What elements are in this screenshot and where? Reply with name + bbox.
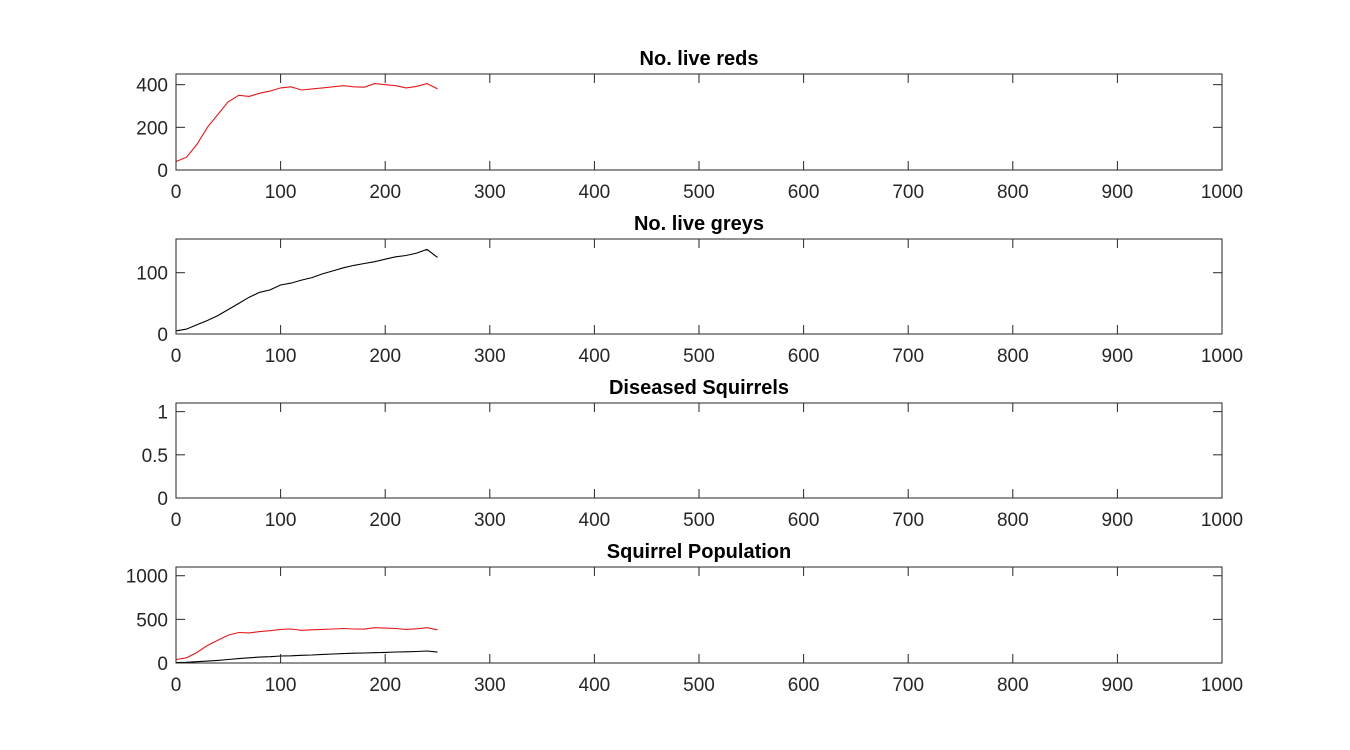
y-tick-label: 1000 — [126, 567, 168, 588]
series-line-2 — [175, 650, 438, 664]
y-tick-label: 100 — [136, 264, 168, 285]
axes-box — [175, 238, 1223, 335]
x-tick-label: 600 — [788, 510, 820, 531]
chart-title: Diseased Squirrels — [609, 377, 789, 399]
subplot-live-reds: No. live reds 0 100 200 300 400 500 600 700 800 90… — [136, 48, 1243, 203]
x-tick-label: 300 — [474, 182, 506, 203]
x-tick-label: 500 — [683, 675, 715, 696]
subplot-diseased-squirrels: Diseased Squirrels 0 100 200 300 400 500 600 700… — [142, 377, 1244, 531]
series-line-1 — [175, 627, 438, 661]
x-tick-label: 100 — [265, 675, 297, 696]
subplot-live-greys: No. live greys 0 100 200 300 400 500 600 700 800 9… — [136, 213, 1243, 367]
y-tick-label: 0 — [157, 654, 168, 675]
x-tick-label: 600 — [788, 346, 820, 367]
x-tick-label: 900 — [1102, 346, 1134, 367]
x-tick-label: 400 — [579, 182, 611, 203]
x-tick-label: 700 — [892, 182, 924, 203]
x-tick-label: 600 — [788, 675, 820, 696]
subplot-squirrel-population: Squirrel Population 0 100 200 300 400 500 600 70… — [126, 541, 1243, 696]
series-line-1 — [175, 248, 438, 332]
x-tick-label: 700 — [892, 675, 924, 696]
axes-box — [175, 73, 1223, 171]
x-tick-label: 100 — [265, 510, 297, 531]
x-tick-label: 1000 — [1201, 182, 1243, 203]
y-tick-label: 500 — [136, 610, 168, 631]
x-tick-label: 900 — [1102, 510, 1134, 531]
x-tick-label: 200 — [369, 510, 401, 531]
x-tick-label: 800 — [997, 510, 1029, 531]
x-tick-label: 300 — [474, 510, 506, 531]
chart-title: No. live reds — [640, 48, 759, 70]
x-tick-label: 200 — [369, 346, 401, 367]
x-tick-label: 900 — [1102, 675, 1134, 696]
x-tick-label: 100 — [265, 182, 297, 203]
y-tick-label: 400 — [136, 76, 168, 97]
series-line-1 — [175, 83, 438, 163]
y-tick-label: 200 — [136, 118, 168, 139]
x-tick-label: 300 — [474, 675, 506, 696]
x-tick-label: 0 — [171, 182, 182, 203]
y-tick-label: 0 — [157, 489, 168, 510]
x-tick-label: 500 — [683, 510, 715, 531]
x-tick-label: 600 — [788, 182, 820, 203]
axes-box — [175, 402, 1223, 499]
x-tick-label: 700 — [892, 346, 924, 367]
y-tick-label: 0 — [157, 161, 168, 182]
x-tick-label: 500 — [683, 182, 715, 203]
x-tick-label: 800 — [997, 182, 1029, 203]
x-tick-label: 700 — [892, 510, 924, 531]
axes-box — [175, 566, 1223, 664]
y-tick-label: 1 — [157, 403, 168, 424]
x-tick-label: 200 — [369, 182, 401, 203]
chart-title: Squirrel Population — [607, 541, 791, 563]
x-tick-label: 1000 — [1201, 346, 1243, 367]
x-tick-label: 0 — [171, 346, 182, 367]
x-tick-label: 0 — [171, 510, 182, 531]
x-tick-label: 900 — [1102, 182, 1134, 203]
x-tick-label: 400 — [579, 510, 611, 531]
x-tick-label: 1000 — [1201, 510, 1243, 531]
x-tick-label: 300 — [474, 346, 506, 367]
x-tick-label: 0 — [171, 675, 182, 696]
x-tick-label: 800 — [997, 346, 1029, 367]
x-tick-label: 1000 — [1201, 675, 1243, 696]
chart-title: No. live greys — [634, 213, 764, 235]
y-tick-label: 0.5 — [142, 446, 168, 467]
x-tick-label: 800 — [997, 675, 1029, 696]
x-tick-label: 500 — [683, 346, 715, 367]
x-tick-label: 100 — [265, 346, 297, 367]
x-tick-label: 400 — [579, 675, 611, 696]
y-tick-label: 0 — [157, 325, 168, 346]
x-tick-label: 200 — [369, 675, 401, 696]
x-tick-label: 400 — [579, 346, 611, 367]
